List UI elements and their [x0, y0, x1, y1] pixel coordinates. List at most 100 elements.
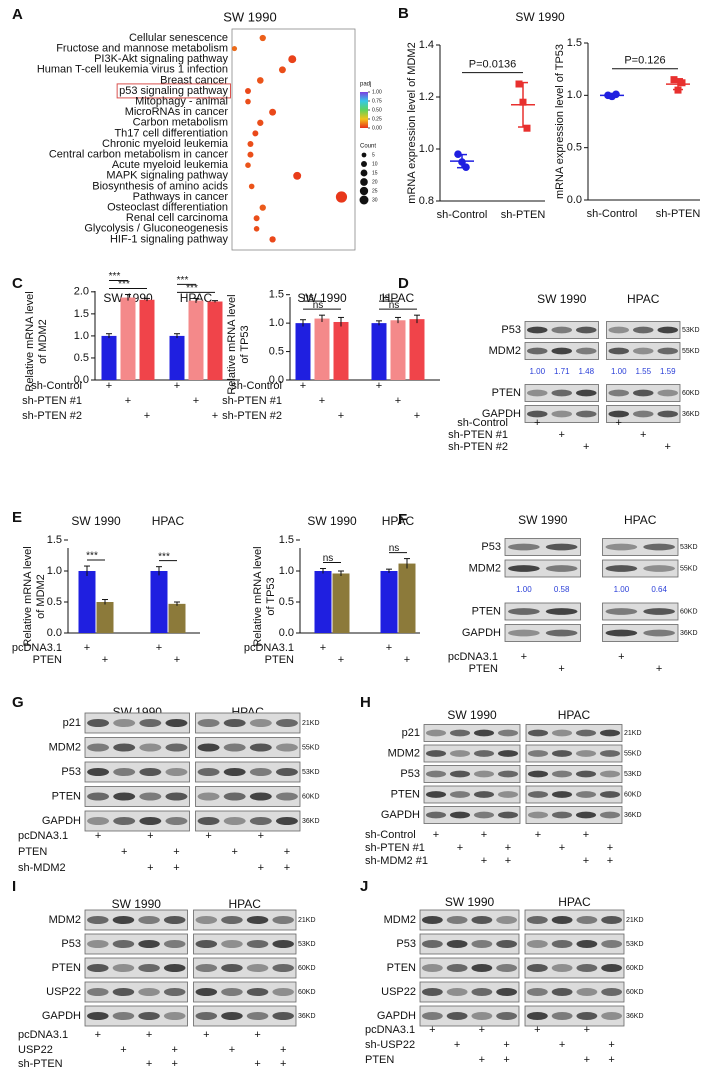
- blot-band: [526, 347, 548, 355]
- y-tick-label: 0.5: [567, 142, 582, 154]
- condition-mark: +: [173, 846, 179, 858]
- condition-mark: +: [457, 842, 463, 854]
- blot-strip: [84, 810, 190, 832]
- blot-strip: [525, 806, 623, 824]
- pathway-label: HIF-1 signaling pathway: [110, 233, 229, 245]
- x-tick-label: sh-PTEN: [656, 208, 701, 220]
- blot-band: [249, 768, 272, 776]
- blot-strip: [504, 624, 581, 642]
- blot-band: [508, 629, 540, 637]
- y-tick-label: 2.0: [74, 286, 89, 298]
- blot-band: [545, 608, 578, 615]
- blot-strip: [84, 712, 190, 734]
- blot-band: [87, 916, 109, 924]
- blot-band: [446, 940, 468, 948]
- blot-band: [643, 565, 675, 572]
- point: [462, 163, 470, 171]
- dot: [247, 141, 254, 147]
- blot-band: [221, 988, 243, 996]
- condition-mark: +: [231, 846, 237, 858]
- blot-band: [138, 964, 160, 972]
- dot: [245, 98, 251, 105]
- sig-label: ns: [303, 292, 314, 303]
- y-tick-label: 0.0: [74, 374, 89, 386]
- blot-band: [197, 743, 220, 752]
- condition-mark: +: [503, 1054, 509, 1066]
- condition-label: sh-PTEN: [18, 1058, 63, 1069]
- y-tick-label: 1.0: [567, 89, 582, 101]
- blot-band: [575, 750, 597, 757]
- blot-band: [163, 964, 186, 972]
- protein-label: P53: [61, 766, 81, 778]
- legend-title: Count: [360, 144, 376, 150]
- blot-strip: [504, 602, 581, 621]
- sig-label: ***: [177, 275, 189, 286]
- bar: [150, 571, 168, 633]
- blot-strip: [504, 559, 581, 578]
- blot-band: [497, 811, 519, 819]
- panel-label: G: [12, 694, 24, 711]
- blot-band: [246, 988, 269, 996]
- legend-tick-label: 0.00: [372, 125, 382, 131]
- blot-band: [551, 770, 573, 778]
- blot-band: [551, 750, 573, 757]
- point: [454, 150, 462, 158]
- blot-band: [632, 389, 654, 397]
- blot-band: [113, 768, 136, 776]
- condition-label: sh-USP22: [365, 1039, 415, 1051]
- quant-label: 1.59: [660, 367, 676, 376]
- condition-label: sh-PTEN #1: [22, 395, 82, 407]
- blot-strip: [524, 1005, 625, 1027]
- y-tick-label: 1.5: [279, 534, 294, 546]
- sig-label: ***: [118, 279, 130, 290]
- condition-label: PTEN: [365, 1054, 394, 1066]
- blot-band: [425, 729, 447, 737]
- blot-band: [508, 543, 540, 551]
- condition-mark: +: [559, 842, 565, 854]
- blot-band: [165, 719, 188, 727]
- blot-band: [576, 940, 598, 948]
- blot-band: [632, 347, 654, 355]
- panel-label: H: [360, 694, 371, 711]
- size-label: 21KD: [624, 730, 642, 737]
- blot-band: [221, 1012, 243, 1020]
- size-label: 60KD: [680, 608, 698, 615]
- condition-mark: +: [583, 829, 589, 841]
- y-tick-label: 0.5: [47, 596, 62, 608]
- condition-mark: +: [503, 1039, 509, 1051]
- blot-strip: [602, 602, 679, 621]
- y-axis-label: of TP53: [239, 325, 251, 363]
- blot-band: [576, 1012, 598, 1020]
- blot-band: [246, 964, 269, 972]
- blot-band: [497, 770, 519, 778]
- condition-mark: +: [95, 830, 101, 842]
- pathway-label: Fructose and mannose metabolism: [56, 43, 228, 55]
- protein-label: PTEN: [391, 788, 420, 800]
- blot-band: [112, 964, 135, 972]
- blot-strip: [419, 933, 520, 955]
- blot-band: [446, 988, 468, 996]
- group-label: SW 1990: [447, 708, 497, 722]
- dot: [259, 204, 266, 211]
- size-label: 60KD: [626, 989, 644, 996]
- size-label: 55KD: [680, 565, 698, 572]
- blot-band: [657, 326, 679, 334]
- blot-band: [195, 940, 218, 948]
- condition-mark: +: [386, 642, 392, 654]
- panel-label: J: [360, 878, 368, 895]
- blot-band: [449, 811, 471, 819]
- legend-title: padj: [360, 82, 371, 88]
- condition-label: sh-PTEN #2: [448, 441, 508, 453]
- condition-mark: +: [559, 1039, 565, 1051]
- blot-band: [575, 326, 597, 334]
- blot-band: [508, 565, 540, 572]
- condition-mark: +: [479, 1024, 485, 1036]
- y-tick-label: 0.8: [419, 195, 434, 207]
- protein-label: GAPDH: [42, 815, 81, 827]
- blot-band: [496, 916, 518, 924]
- y-axis-label: of MDM2: [37, 319, 49, 364]
- blot-band: [473, 750, 495, 757]
- blot-band: [605, 608, 638, 615]
- blot-band: [165, 743, 188, 752]
